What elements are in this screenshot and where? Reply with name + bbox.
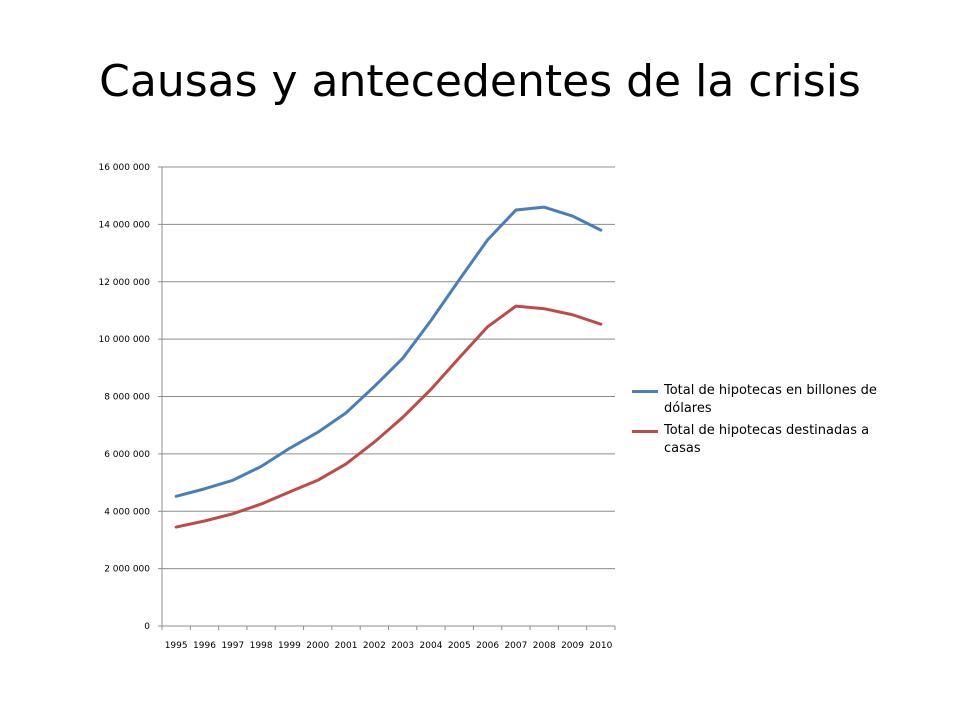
y-tick-label: 12 000 000 bbox=[98, 278, 150, 288]
x-tick-label: 2005 bbox=[448, 641, 471, 651]
x-tick-label: 2004 bbox=[420, 641, 443, 651]
x-tick-label: 2006 bbox=[476, 641, 499, 651]
x-tick-label: 1999 bbox=[278, 641, 301, 651]
y-tick-label: 0 bbox=[144, 622, 150, 632]
x-tick-label: 1995 bbox=[165, 641, 188, 651]
x-tick-label: 2002 bbox=[363, 641, 386, 651]
legend-label: Total de hipotecas en billones de dólare… bbox=[664, 383, 877, 416]
y-tick-label: 10 000 000 bbox=[98, 335, 150, 345]
x-tick-label: 1996 bbox=[193, 641, 216, 651]
series-line-2 bbox=[174, 304, 603, 529]
legend-item-hipotecas-casas: Total de hipotecas destinadas a casas bbox=[632, 422, 892, 458]
y-tick-label: 16 000 000 bbox=[98, 163, 150, 173]
x-tick-label: 2000 bbox=[306, 641, 329, 651]
x-tick-label: 2003 bbox=[391, 641, 414, 651]
x-tick-label: 2009 bbox=[561, 641, 584, 651]
x-tick-label: 2008 bbox=[533, 641, 556, 651]
x-tick-label: 1998 bbox=[250, 641, 273, 651]
y-tick-labels: 0 2 000 000 4 000 000 6 000 000 8 000 000 10 … bbox=[98, 163, 150, 632]
legend-item-total-hipotecas: Total de hipotecas en billones de dólare… bbox=[632, 382, 892, 418]
legend-swatch-red bbox=[632, 430, 658, 433]
axes bbox=[158, 166, 616, 630]
y-tick-label: 8 000 000 bbox=[104, 393, 150, 403]
x-tick-label: 2010 bbox=[589, 641, 612, 651]
chart-legend: Total de hipotecas en billones de dólare… bbox=[632, 382, 892, 462]
series-lines bbox=[174, 205, 603, 529]
x-tick-labels: 1995 1996 1997 1998 1999 2000 2001 2002 2003 2004… bbox=[165, 641, 613, 651]
y-tick-label: 2 000 000 bbox=[104, 565, 150, 575]
x-tick-label: 2001 bbox=[335, 641, 358, 651]
legend-swatch-blue bbox=[632, 390, 658, 393]
x-tick-label: 2007 bbox=[504, 641, 527, 651]
x-tick-label: 1997 bbox=[221, 641, 244, 651]
legend-label: Total de hipotecas destinadas a casas bbox=[664, 423, 870, 456]
y-tick-label: 14 000 000 bbox=[98, 220, 150, 230]
slide-title: Causas y antecedentes de la crisis bbox=[99, 56, 861, 107]
y-tick-label: 6 000 000 bbox=[104, 450, 150, 460]
y-tick-label: 4 000 000 bbox=[104, 507, 150, 517]
series-line-1 bbox=[174, 205, 603, 498]
gridlines bbox=[162, 166, 615, 570]
